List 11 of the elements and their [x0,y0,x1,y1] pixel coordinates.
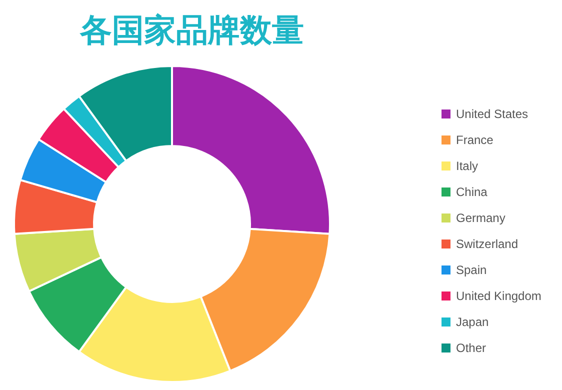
chart-title: 各国家品牌数量 [79,11,304,49]
legend-label: China [456,185,488,199]
legend-label: United States [456,107,528,121]
legend-label: Other [456,341,486,355]
legend-label: Japan [456,315,489,329]
legend-label: Italy [456,159,478,173]
legend-label: France [456,133,494,147]
legend-label: United Kingdom [456,289,542,303]
legend-label: Spain [456,263,487,277]
legend-label: Switzerland [456,237,518,251]
legend-label: Germany [456,211,506,225]
